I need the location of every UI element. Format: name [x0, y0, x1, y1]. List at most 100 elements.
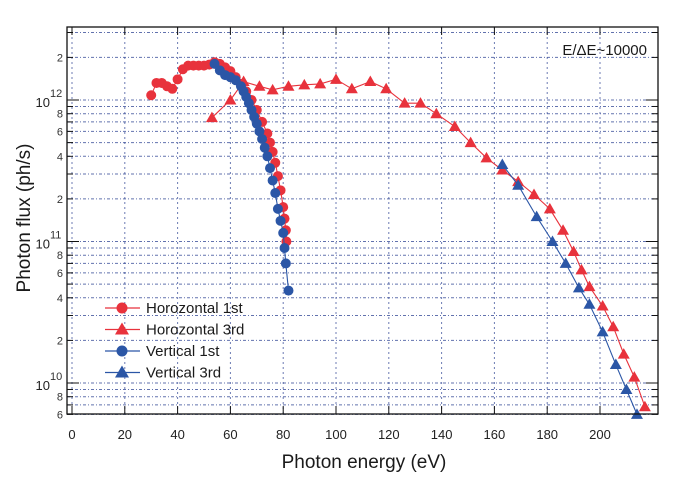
legend-label: Vertical 3rd: [146, 365, 221, 382]
data-point: [607, 320, 620, 332]
legend-item-horozontal-1st: Horozontal 1st: [105, 300, 244, 317]
data-point: [628, 371, 641, 382]
data-point: [259, 142, 270, 153]
y-minor-label: 6: [57, 126, 63, 138]
data-point: [283, 285, 294, 296]
y-minor-label: 6: [57, 268, 63, 280]
series-vertical-1st: [209, 58, 294, 296]
series-horozontal-3rd: [205, 73, 651, 412]
legend-triangle-marker: [115, 365, 129, 378]
y-major-label-base: 10: [36, 95, 50, 110]
y-minor-label: 8: [57, 109, 63, 121]
data-point: [546, 235, 559, 246]
data-point: [512, 179, 525, 190]
legend-item-vertical-1st: Vertical 1st: [105, 343, 220, 360]
grid-lines: [67, 27, 658, 415]
data-point: [464, 136, 477, 148]
x-tick-label: 160: [484, 427, 506, 442]
y-major-label-exponent: 11: [50, 230, 61, 242]
data-point: [543, 202, 556, 214]
legend-circle-marker: [116, 302, 128, 314]
x-tick-label: 180: [536, 427, 558, 442]
y-minor-label: 8: [57, 250, 63, 262]
plot-frame: [66, 26, 659, 415]
data-point: [596, 300, 609, 311]
x-tick-label: 140: [431, 427, 453, 442]
x-tick-label: 120: [378, 427, 400, 442]
data-point: [267, 175, 278, 186]
data-point: [414, 97, 427, 108]
data-point: [330, 73, 342, 84]
data-point: [567, 245, 580, 256]
y-minor-label: 4: [57, 151, 63, 163]
data-point: [254, 126, 265, 137]
data-point: [620, 383, 633, 394]
resolution-annotation: E/ΔE~10000: [562, 42, 647, 59]
axis-ticks: [67, 27, 658, 415]
data-point: [278, 227, 289, 238]
legend-label: Horozontal 3rd: [146, 322, 244, 339]
data-point: [172, 74, 183, 85]
data-point: [262, 151, 273, 162]
y-minor-label: 6: [57, 409, 63, 421]
data-point: [380, 82, 393, 94]
data-point: [575, 263, 588, 275]
legend-label: Horozontal 1st: [146, 300, 244, 317]
data-point: [167, 83, 178, 94]
data-point: [609, 358, 622, 370]
data-point: [398, 97, 411, 108]
legend-circle-marker: [116, 345, 128, 357]
data-point: [251, 118, 262, 129]
x-tick-label: 60: [223, 427, 237, 442]
y-major-label-exponent: 12: [50, 88, 62, 100]
data-point: [205, 111, 218, 123]
y-major-label-base: 10: [36, 237, 50, 252]
data-point: [430, 107, 443, 119]
y-minor-label: 4: [57, 293, 63, 305]
data-point: [270, 188, 281, 199]
legend: Horozontal 1st Horozontal 3rd Vertical 1st…: [105, 300, 244, 382]
data-point: [253, 80, 266, 91]
series-vertical-3rd: [496, 158, 643, 419]
data-point: [617, 348, 630, 359]
legend-label: Vertical 1st: [146, 343, 220, 360]
data-point: [528, 188, 540, 199]
y-minor-label: 2: [57, 52, 63, 64]
data-point: [496, 164, 509, 175]
data-point: [298, 78, 311, 90]
data-point: [282, 80, 295, 91]
x-tick-label: 100: [325, 427, 347, 442]
data-point: [596, 325, 609, 337]
series-line-vertical-3rd: [501, 164, 638, 415]
series-layer: [146, 57, 651, 419]
data-point: [557, 224, 570, 235]
data-point: [583, 280, 596, 292]
data-point: [480, 151, 493, 163]
data-point: [638, 400, 651, 412]
data-point: [279, 242, 290, 253]
y-minor-label: 2: [57, 335, 63, 347]
x-tick-label: 200: [589, 427, 611, 442]
data-point: [583, 298, 596, 309]
legend-triangle-marker: [115, 322, 129, 335]
x-tick-labels: 0 20 40 60 80 100 120 140 160 180 200: [68, 427, 610, 442]
data-point: [559, 257, 572, 268]
y-minor-label: 2: [57, 194, 63, 206]
data-point: [364, 75, 377, 87]
data-point: [224, 94, 237, 105]
x-tick-label: 80: [276, 427, 290, 442]
y-minor-label: 8: [57, 392, 63, 404]
data-point: [496, 158, 509, 170]
x-axis-title: Photon energy (eV): [282, 452, 447, 473]
x-tick-label: 40: [170, 427, 184, 442]
series-line-horozontal-3rd: [211, 78, 646, 407]
y-axis-title: Photon flux (ph/s): [14, 144, 35, 293]
data-point: [280, 258, 291, 269]
data-point: [275, 215, 286, 226]
legend-item-horozontal-3rd: Horozontal 3rd: [105, 322, 244, 339]
data-point: [572, 281, 585, 293]
data-point: [314, 77, 327, 89]
x-tick-label: 0: [68, 427, 75, 442]
y-major-label-exponent: 10: [50, 371, 62, 383]
